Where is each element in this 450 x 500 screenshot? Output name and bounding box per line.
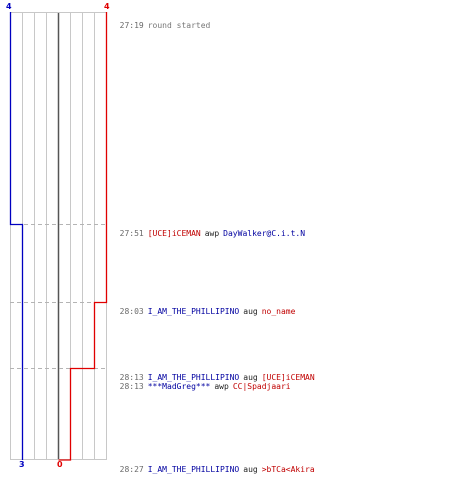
- event-row-kill: 28:03 I_AM_THE_PHILLIPINO aug no_name: [110, 297, 296, 317]
- killer-name: I_AM_THE_PHILLIPINO: [147, 307, 240, 316]
- event-row-kill: 28:13 I_AM_THE_PHILLIPINO aug [UCE]iCEMAN: [110, 363, 315, 383]
- grid-lines: [10, 12, 107, 460]
- weapon-name: awp: [214, 382, 229, 391]
- event-time: 28:27: [119, 465, 144, 474]
- red-team-score-line: [58, 12, 108, 461]
- victim-name: >bTCa<Akira: [261, 465, 315, 474]
- blue-end-score: 3: [19, 460, 25, 469]
- killer-name: I_AM_THE_PHILLIPINO: [147, 465, 240, 474]
- victim-name: [UCE]iCEMAN: [261, 373, 315, 382]
- killer-name: I_AM_THE_PHILLIPINO: [147, 373, 240, 382]
- event-row-kill: 27:51 [UCE]iCEMAN awp DayWalker@C.i.t.N: [110, 219, 305, 239]
- weapon-name: aug: [243, 307, 258, 316]
- event-markers: [10, 224, 108, 369]
- event-text: round started: [147, 21, 211, 30]
- killer-name: ***MadGreg***: [147, 382, 211, 391]
- event-time: 28:13: [119, 373, 144, 382]
- victim-name: no_name: [261, 307, 296, 316]
- killer-name: [UCE]iCEMAN: [147, 229, 201, 238]
- event-time: 28:13: [119, 382, 144, 391]
- red-start-score: 4: [104, 2, 110, 11]
- event-row-round-start: 27:19 round started: [110, 11, 211, 31]
- event-row-kill: 28:13 ***MadGreg*** awp CC|Spadjaari: [110, 372, 291, 392]
- blue-start-score: 4: [6, 2, 12, 11]
- weapon-name: aug: [243, 373, 258, 382]
- event-time: 27:19: [119, 21, 144, 30]
- event-row-kill: 28:27 I_AM_THE_PHILLIPINO aug >bTCa<Akira: [110, 455, 315, 475]
- blue-team-score-line: [9, 12, 24, 460]
- event-time: 28:03: [119, 307, 144, 316]
- victim-name: DayWalker@C.i.t.N: [223, 229, 306, 238]
- red-end-score: 0: [57, 460, 63, 469]
- event-time: 27:51: [119, 229, 144, 238]
- weapon-name: awp: [204, 229, 220, 238]
- victim-name: CC|Spadjaari: [232, 382, 291, 391]
- weapon-name: aug: [243, 465, 258, 474]
